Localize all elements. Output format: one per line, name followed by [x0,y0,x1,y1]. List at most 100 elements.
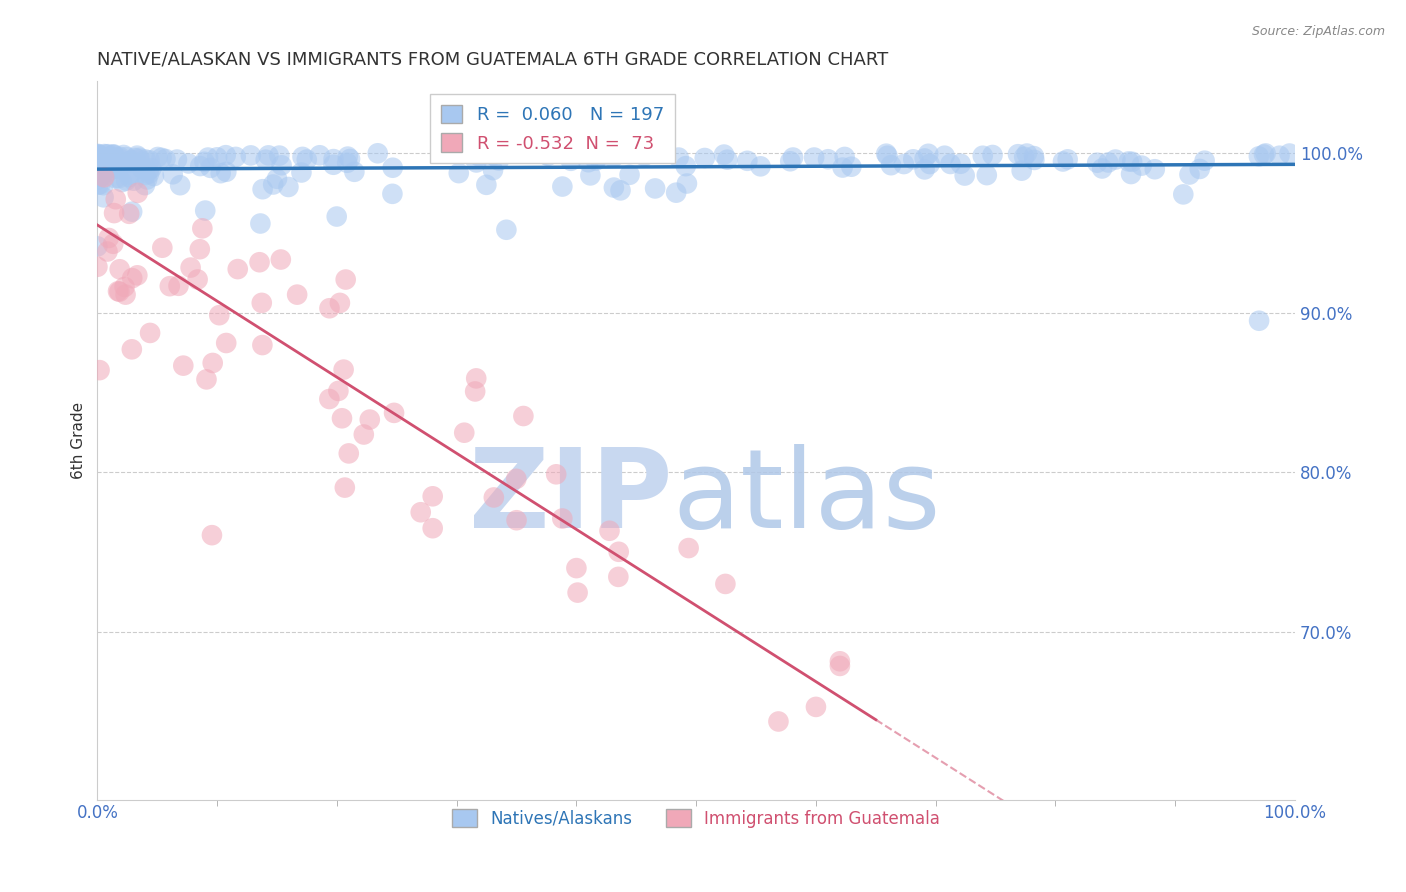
Point [93,178,115,193]
Point [115,150,138,164]
Point [195,372,218,386]
Point [308,148,330,162]
Point [270,252,292,267]
Point [91,155,114,169]
Point [488,153,510,168]
Point [949,157,972,171]
Point [831,161,853,175]
Point [1268,149,1291,163]
Point [880,158,903,172]
Point [249,255,271,269]
Point [86,148,108,162]
Point [103,236,125,251]
Point [112,148,135,162]
Point [1130,159,1153,173]
Point [124,151,146,165]
Point [122,174,145,188]
Point [551,511,574,525]
Point [89,178,111,192]
Point [609,183,631,197]
Point [567,585,589,599]
Point [107,284,129,298]
Point [367,146,389,161]
Point [188,159,211,173]
Point [215,148,238,162]
Point [339,152,361,166]
Point [250,296,273,310]
Point [1173,187,1195,202]
Point [291,150,314,164]
Point [194,203,217,218]
Point [87,156,110,170]
Point [1121,154,1143,169]
Point [262,178,284,192]
Point [90,153,112,168]
Point [475,178,498,192]
Point [86,147,108,161]
Point [453,425,475,440]
Point [93,154,115,169]
Point [108,171,131,186]
Point [97,152,120,166]
Point [89,150,111,164]
Point [779,154,801,169]
Point [619,168,641,182]
Point [333,481,356,495]
Point [135,153,157,167]
Point [560,153,582,168]
Point [917,146,939,161]
Point [579,169,602,183]
Point [131,161,153,175]
Point [103,206,125,220]
Point [1085,155,1108,169]
Point [201,528,224,542]
Point [89,153,111,168]
Point [127,268,149,283]
Point [1278,146,1301,161]
Point [205,150,228,164]
Point [828,659,851,673]
Point [118,207,141,221]
Point [482,148,505,162]
Point [336,156,359,170]
Point [817,153,839,167]
Point [121,204,143,219]
Point [200,161,222,175]
Point [1011,163,1033,178]
Point [93,170,115,185]
Point [96,244,118,259]
Point [98,164,121,178]
Point [607,545,630,559]
Point [87,154,110,169]
Point [90,150,112,164]
Point [94,147,117,161]
Point [127,186,149,200]
Point [893,157,915,171]
Point [197,151,219,165]
Point [737,153,759,168]
Text: ZIP: ZIP [468,444,672,551]
Point [1249,314,1271,328]
Text: atlas: atlas [672,444,941,551]
Point [332,362,354,376]
Point [215,336,238,351]
Point [875,146,897,161]
Point [209,166,232,180]
Point [89,151,111,165]
Point [841,160,863,174]
Point [114,287,136,301]
Point [208,308,231,322]
Point [139,326,162,340]
Point [254,153,277,167]
Point [87,147,110,161]
Point [1091,161,1114,176]
Point [828,654,851,668]
Point [138,153,160,168]
Point [665,186,688,200]
Point [87,169,110,184]
Point [121,343,143,357]
Point [918,157,941,171]
Point [834,150,856,164]
Point [101,148,124,162]
Point [322,158,344,172]
